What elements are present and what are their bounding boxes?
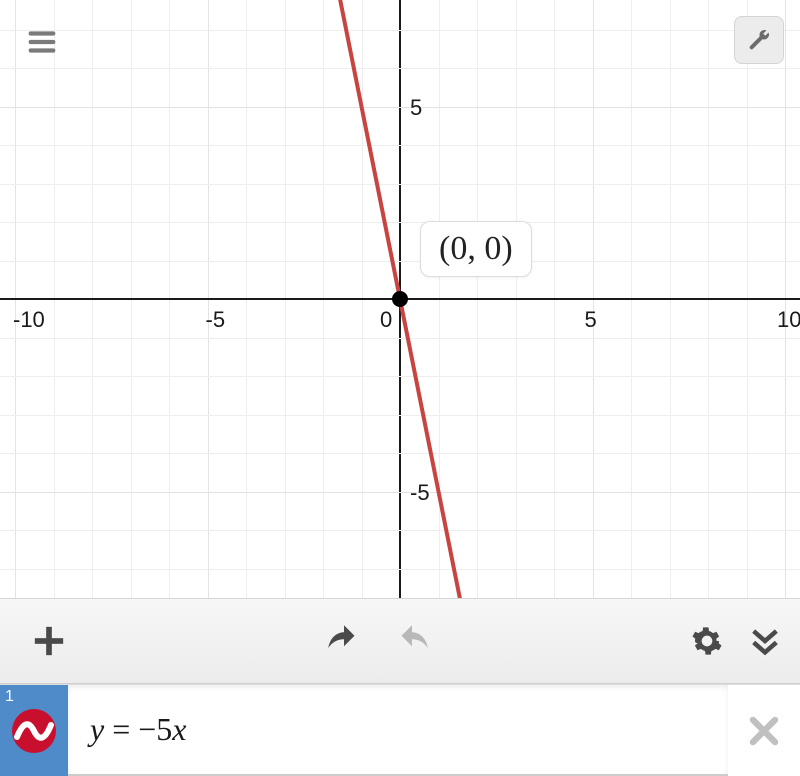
hamburger-icon (26, 26, 58, 58)
gear-icon (691, 625, 723, 657)
expression-lhs: y (90, 711, 104, 748)
plus-icon (32, 624, 66, 658)
graph-settings-button[interactable] (682, 616, 732, 666)
expression-equals: = (112, 711, 130, 748)
undo-button[interactable] (319, 616, 369, 666)
settings-wrench-button[interactable] (734, 16, 784, 64)
x-tick-label: -5 (206, 307, 226, 333)
expression-index: 1 (5, 688, 14, 706)
expression-input[interactable]: y = − 5 x (68, 685, 728, 776)
toolbar-right (682, 616, 790, 666)
chevron-double-down-icon (748, 624, 782, 658)
x-tick-label: 10 (777, 307, 800, 333)
highlight-point[interactable] (392, 291, 408, 307)
expression-coef: 5 (156, 711, 172, 748)
y-tick-label: -5 (410, 480, 430, 506)
x-tick-label: 5 (585, 307, 597, 333)
toolbar-center (74, 616, 682, 666)
wrench-icon (747, 28, 771, 52)
menu-button[interactable] (18, 18, 66, 66)
close-icon (745, 712, 783, 750)
toolbar (0, 598, 800, 684)
undo-icon (323, 620, 365, 662)
point-tooltip: (0, 0) (420, 221, 532, 277)
add-expression-button[interactable] (24, 616, 74, 666)
expression-var: x (172, 711, 186, 748)
redo-button[interactable] (387, 616, 437, 666)
collapse-button[interactable] (740, 616, 790, 666)
wave-icon (14, 711, 54, 751)
expression-sign: − (138, 711, 156, 748)
x-tick-label: -10 (13, 307, 45, 333)
expression-row: 1 y = − 5 x (0, 684, 800, 776)
delete-expression-button[interactable] (728, 685, 800, 776)
expression-color-icon[interactable] (12, 709, 56, 753)
graph-canvas[interactable]: -10 -5 0 5 10 5 -5 (0, 0) (0, 0, 800, 598)
redo-icon (391, 620, 433, 662)
x-tick-label: 0 (380, 307, 392, 333)
expression-handle[interactable]: 1 (0, 685, 68, 776)
y-tick-label: 5 (410, 95, 422, 121)
